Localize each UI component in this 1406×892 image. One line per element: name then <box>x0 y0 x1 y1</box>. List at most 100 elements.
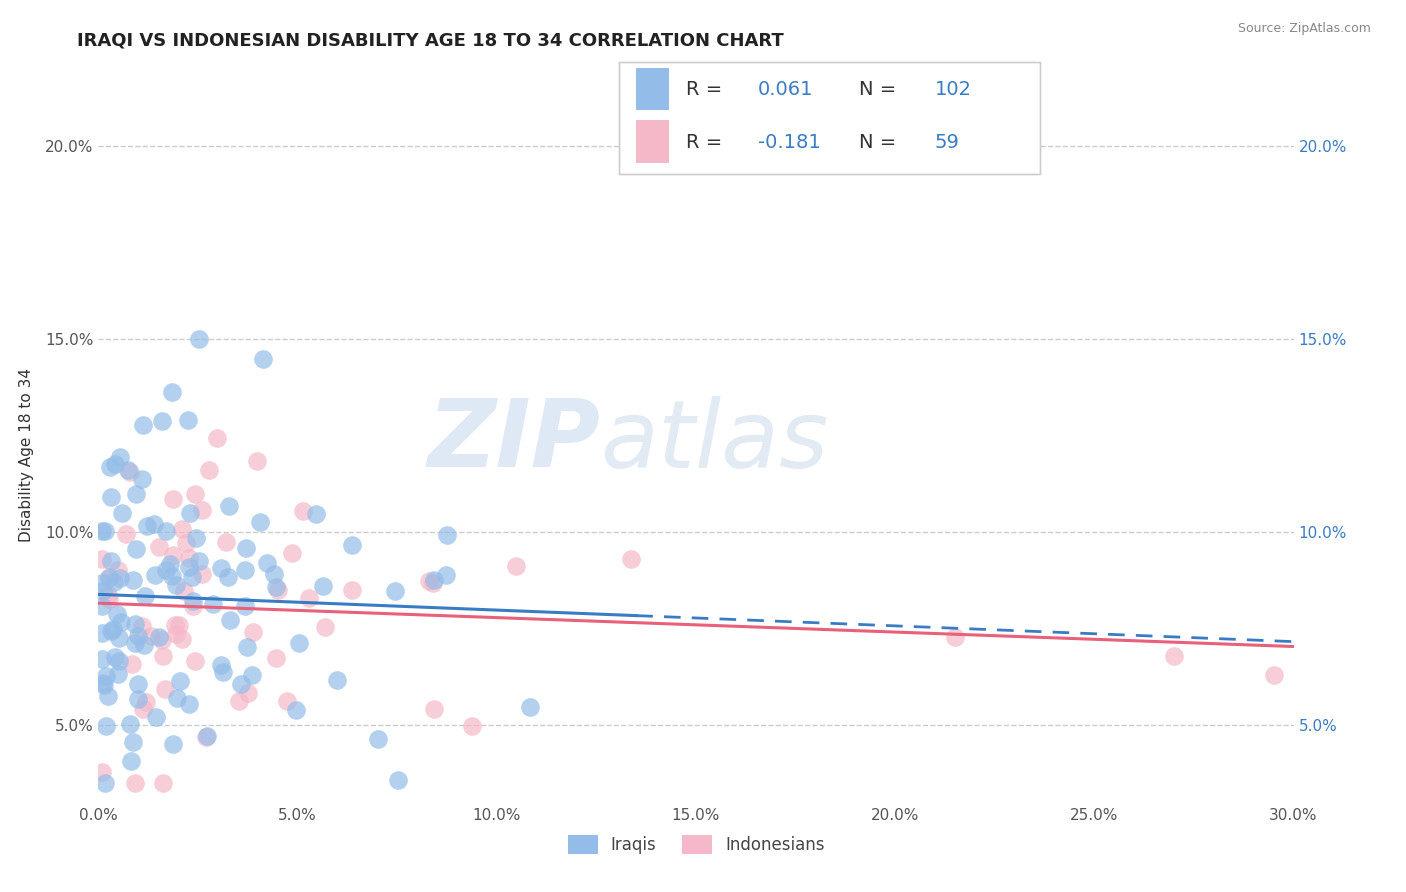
Point <box>108 450 131 464</box>
Point <box>104 649 127 664</box>
Point <box>172 632 194 646</box>
Point <box>94 669 117 683</box>
Point <box>124 486 146 500</box>
Text: IRAQI VS INDONESIAN DISABILITY AGE 18 TO 34 CORRELATION CHART: IRAQI VS INDONESIAN DISABILITY AGE 18 TO… <box>77 31 785 49</box>
Point <box>124 616 146 631</box>
Point <box>285 703 308 717</box>
Point <box>150 414 173 428</box>
Point <box>124 636 146 650</box>
Point <box>131 472 153 486</box>
Point <box>148 540 170 554</box>
Point <box>139 629 162 643</box>
Point <box>131 619 153 633</box>
Point <box>298 591 321 606</box>
Point <box>179 698 201 712</box>
Point <box>246 454 269 468</box>
Point <box>121 735 143 749</box>
Point <box>100 490 122 504</box>
Point <box>160 569 183 583</box>
Point <box>1163 648 1185 663</box>
Point <box>162 737 184 751</box>
Point <box>943 630 966 644</box>
Point <box>136 519 159 533</box>
Point <box>229 677 252 691</box>
Point <box>120 754 142 768</box>
Bar <box>636 68 669 111</box>
Point <box>91 583 114 598</box>
Point <box>190 503 212 517</box>
Text: N =: N = <box>859 80 903 99</box>
Text: R =: R = <box>686 133 728 152</box>
Point <box>181 594 204 608</box>
Point <box>91 651 114 665</box>
Point <box>266 580 288 594</box>
Point <box>209 658 232 673</box>
Point <box>281 545 304 559</box>
Point <box>94 524 117 539</box>
Point <box>143 517 166 532</box>
Text: 59: 59 <box>935 133 960 152</box>
Point <box>155 524 177 538</box>
Point <box>127 677 149 691</box>
Text: 102: 102 <box>935 80 972 99</box>
Point <box>287 636 309 650</box>
Point <box>163 617 186 632</box>
Point <box>91 626 114 640</box>
Point <box>176 536 198 550</box>
Point <box>519 700 541 714</box>
Point <box>236 686 259 700</box>
Point <box>173 583 195 598</box>
Point <box>94 719 117 733</box>
Point <box>276 694 298 708</box>
Point <box>155 563 177 577</box>
Point <box>240 668 263 682</box>
Point <box>98 459 121 474</box>
Point <box>97 571 120 585</box>
Point <box>180 570 202 584</box>
Legend: Iraqis, Indonesians: Iraqis, Indonesians <box>561 828 831 861</box>
Point <box>209 561 232 575</box>
Text: atlas: atlas <box>600 395 828 486</box>
Point <box>135 695 157 709</box>
Point <box>162 548 184 562</box>
Point <box>434 568 457 582</box>
Point <box>418 574 440 588</box>
Bar <box>636 120 669 162</box>
Point <box>195 730 218 744</box>
Point <box>110 571 132 585</box>
Text: Source: ZipAtlas.com: Source: ZipAtlas.com <box>1237 22 1371 36</box>
Point <box>217 570 239 584</box>
Point <box>422 702 444 716</box>
Point <box>190 567 212 582</box>
Point <box>107 631 129 645</box>
Point <box>179 507 201 521</box>
Point <box>162 491 184 506</box>
Point <box>312 579 335 593</box>
Point <box>165 627 187 641</box>
Point <box>91 764 114 779</box>
Point <box>367 732 389 747</box>
Point <box>166 691 188 706</box>
Point <box>132 638 155 652</box>
Point <box>134 589 156 603</box>
Point <box>1263 668 1285 682</box>
Point <box>172 522 194 536</box>
Point <box>184 487 207 501</box>
Point <box>211 665 233 680</box>
Point <box>218 500 240 514</box>
Point <box>107 654 129 668</box>
Point <box>117 463 139 477</box>
Y-axis label: Disability Age 18 to 34: Disability Age 18 to 34 <box>20 368 34 542</box>
Point <box>387 772 409 787</box>
Point <box>132 702 155 716</box>
Point <box>263 567 285 582</box>
Point <box>127 692 149 706</box>
Point <box>91 524 114 538</box>
Text: ZIP: ZIP <box>427 395 600 487</box>
Point <box>177 551 200 566</box>
Point <box>422 576 444 591</box>
Point <box>177 413 200 427</box>
Point <box>131 417 153 432</box>
Point <box>165 578 187 592</box>
Point <box>103 574 125 589</box>
